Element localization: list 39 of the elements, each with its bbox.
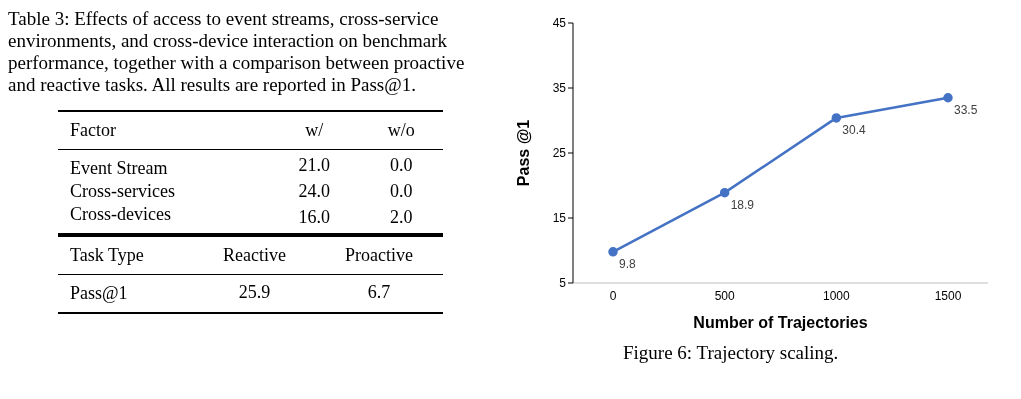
point <box>608 247 618 257</box>
text: Proactive <box>344 244 414 267</box>
y-tick-label: 5 <box>559 276 567 291</box>
x-tick-label: 1500 <box>934 288 962 303</box>
data-label: 16.0 <box>297 205 331 229</box>
text: Table 3: Effects of access to event streams, cross-service environments, and cross-device interaction on benchmark performance, together with a comparison between proactive and reactive tasks. All results are reported in Pass@1. <box>8 8 466 96</box>
data-label: 21.0 <box>297 153 331 177</box>
x-axis-title: Number of Trajectories <box>693 314 868 331</box>
x-tick-label: 0 <box>609 288 617 303</box>
x-tick-label: 500 <box>714 288 735 303</box>
data-label: 0.0 <box>389 153 414 177</box>
text: w/ <box>304 119 325 142</box>
category-label: Cross-services <box>69 180 176 203</box>
y-tick-label: 15 <box>552 211 567 226</box>
data-label: 9.8 <box>619 256 637 271</box>
data-label: 24.0 <box>297 180 331 203</box>
data-label: 2.0 <box>389 205 414 229</box>
data-label: 30.4 <box>842 122 867 137</box>
data-label: 33.5 <box>954 102 978 117</box>
text: Figure 6: Trajectory scaling. <box>623 342 840 364</box>
data-label: 0.0 <box>389 180 414 203</box>
text: w/o <box>386 119 416 142</box>
y-tick-label: 25 <box>552 146 567 161</box>
y-tick-label: 35 <box>552 81 567 96</box>
point <box>719 187 730 198</box>
y-tick-label: 45 <box>552 16 567 31</box>
x-tick-label: 1000 <box>822 288 850 303</box>
y-axis-title: Pass @1 <box>514 119 532 187</box>
category-label: Pass@1 <box>69 282 129 305</box>
category-label: Cross-devices <box>69 203 172 226</box>
text: Task Type <box>69 244 145 267</box>
text: Factor <box>69 119 117 142</box>
data-label: 18.9 <box>730 197 755 212</box>
data-label: 25.9 <box>237 281 272 304</box>
point <box>831 113 842 123</box>
point <box>943 93 953 103</box>
text: Reactive <box>221 244 287 267</box>
data-label: 6.7 <box>366 281 392 304</box>
category-label: Event Stream <box>69 157 169 180</box>
